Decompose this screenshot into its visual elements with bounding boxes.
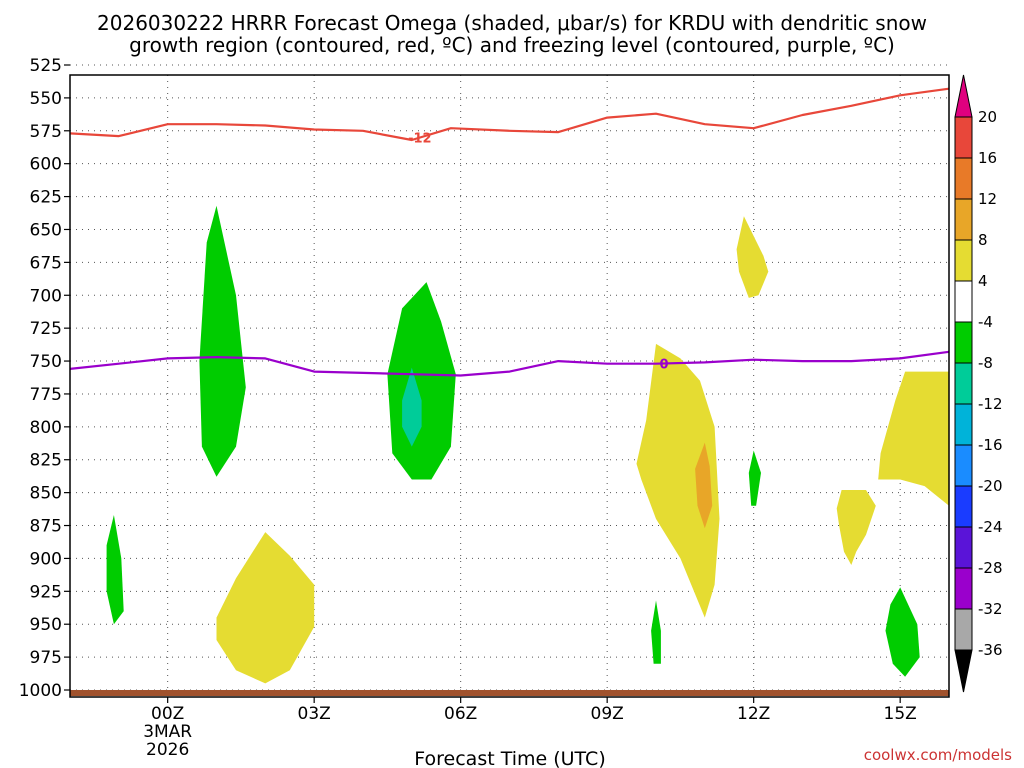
cb-16-12: [954, 157, 973, 200]
y-tick-label-925: 925: [30, 582, 62, 602]
omega-region-1: [199, 205, 246, 477]
y-tick-label-575: 575: [30, 122, 62, 142]
y-axis-ticks: 525 550 575 600 625 650 675 700 725 750 775 800 825 8…: [19, 56, 70, 701]
y-tick-label-725: 725: [30, 319, 62, 339]
cb-m4-m8: [954, 321, 973, 364]
x-tick-label-12Z: 12Z: [737, 704, 770, 724]
chart-title-line-2: growth region (contoured, red, ºC) and f…: [129, 33, 895, 57]
x-tick-label-06Z: 06Z: [444, 704, 477, 724]
x-tick-label-03Z: 03Z: [298, 704, 331, 724]
y-tick-label-525: 525: [30, 56, 62, 76]
y-tick-label-600: 600: [30, 155, 62, 175]
y-tick-label-900: 900: [30, 549, 62, 569]
x-tick-label-15Z: 15Z: [884, 704, 917, 724]
colorbar-label-8: 8: [978, 231, 988, 249]
cb-12-8: [954, 198, 973, 241]
colorbar: 20 16 12 8 4 -4 -8 -12 -16 -20 -24 -28 -32 -36: [954, 74, 1003, 693]
omega-region-10: [636, 343, 720, 618]
y-tick-label-750: 750: [30, 352, 62, 372]
omega-region-12: [836, 490, 876, 565]
cb-4-m4: [954, 280, 973, 323]
omega-region-11: [695, 442, 713, 529]
x-tick-date: 3MAR: [143, 722, 192, 742]
freezing-level-0-line: [69, 350, 950, 377]
cb-8-4: [954, 239, 973, 282]
y-tick-label-775: 775: [30, 385, 62, 405]
credit-text: coolwx.com/models: [864, 746, 1012, 764]
y-tick-label-1000: 1000: [19, 681, 62, 701]
contour-lines: -12 0: [69, 87, 950, 377]
y-tick-label-625: 625: [30, 188, 62, 208]
dendritic-growth-minus12-label: -12: [408, 131, 432, 146]
freezing-level-0-label: 0: [659, 358, 668, 373]
y-tick-label-875: 875: [30, 517, 62, 537]
omega-region-13: [878, 371, 949, 506]
x-tick-label-09Z: 09Z: [591, 704, 624, 724]
dendritic-growth-minus12-line: [69, 87, 950, 142]
omega-region-9: [216, 532, 315, 684]
x-tick-label-00Z: 00Z: [151, 704, 184, 724]
cb-20-16: [954, 116, 973, 159]
y-tick-label-825: 825: [30, 451, 62, 471]
cb-m12-m16: [954, 403, 973, 446]
cb-m20-m24: [954, 485, 973, 528]
omega-region-5: [651, 600, 661, 664]
y-tick-label-675: 675: [30, 253, 62, 273]
colorbar-label--16: -16: [978, 436, 1003, 454]
omega-region-6: [748, 450, 761, 506]
omega-region-8: [736, 216, 769, 298]
cb-m8-m12: [954, 362, 973, 405]
colorbar-label-16: 16: [978, 149, 997, 167]
omega-region-7: [885, 587, 920, 677]
cb-m24-m28: [954, 526, 973, 569]
y-tick-label-700: 700: [30, 286, 62, 306]
colorbar-label--4: -4: [978, 313, 993, 331]
y-tick-label-850: 850: [30, 484, 62, 504]
ground-band: [70, 690, 949, 696]
omega-shaded-regions: [106, 205, 949, 684]
x-axis-label: Forecast Time (UTC): [414, 748, 605, 768]
colorbar-label--28: -28: [978, 559, 1003, 577]
colorbar-label--20: -20: [978, 477, 1003, 495]
colorbar-top-arrow: [954, 74, 973, 118]
colorbar-label--8: -8: [978, 354, 993, 372]
omega-region-4: [106, 515, 124, 625]
y-tick-label-650: 650: [30, 220, 62, 240]
y-tick-label-800: 800: [30, 418, 62, 438]
colorbar-label--24: -24: [978, 518, 1003, 536]
cb-m32-m36: [954, 608, 973, 651]
cb-m16-m20: [954, 444, 973, 487]
omega-region-3: [402, 367, 422, 447]
colorbar-label--32: -32: [978, 600, 1003, 618]
cb-m28-m32: [954, 567, 973, 610]
y-tick-label-975: 975: [30, 648, 62, 668]
x-tick-year: 2026: [146, 740, 189, 760]
y-tick-label-550: 550: [30, 89, 62, 109]
colorbar-label--12: -12: [978, 395, 1003, 413]
colorbar-label-12: 12: [978, 190, 997, 208]
colorbar-label-4: 4: [978, 272, 988, 290]
plot-frame: [69, 74, 950, 698]
colorbar-label-20: 20: [978, 108, 997, 126]
chart-title-line-1: 2026030222 HRRR Forecast Omega (shaded, …: [97, 11, 927, 35]
colorbar-bottom-arrow: [954, 649, 973, 693]
y-tick-label-950: 950: [30, 615, 62, 635]
colorbar-label--36: -36: [978, 641, 1003, 659]
